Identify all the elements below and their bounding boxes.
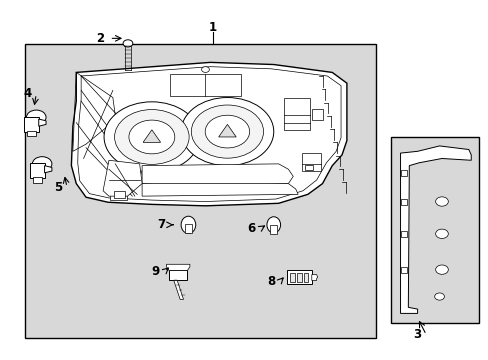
Circle shape	[181, 98, 273, 166]
Circle shape	[114, 109, 189, 165]
Polygon shape	[311, 275, 317, 280]
Bar	[287, 270, 311, 284]
Bar	[303, 273, 308, 282]
Text: 1: 1	[208, 21, 216, 34]
Polygon shape	[44, 166, 52, 173]
Polygon shape	[218, 125, 236, 137]
Polygon shape	[173, 280, 183, 300]
Bar	[305, 165, 312, 170]
Text: 3: 3	[413, 328, 421, 341]
Bar	[296, 273, 301, 282]
Polygon shape	[39, 119, 46, 126]
Bar	[27, 131, 36, 136]
Bar	[170, 74, 241, 96]
Polygon shape	[143, 130, 160, 142]
Circle shape	[123, 40, 133, 47]
Bar	[311, 109, 322, 120]
Bar	[400, 170, 407, 176]
Bar	[289, 273, 294, 282]
Bar	[390, 137, 478, 323]
Text: 9: 9	[151, 265, 160, 278]
Text: 8: 8	[266, 275, 275, 288]
Bar	[168, 270, 187, 280]
Bar	[400, 231, 407, 237]
Polygon shape	[71, 62, 346, 206]
Bar	[283, 98, 310, 130]
Bar	[184, 224, 192, 233]
Text: 6: 6	[247, 222, 255, 235]
Bar	[25, 44, 375, 338]
Polygon shape	[103, 160, 142, 196]
Polygon shape	[400, 146, 470, 314]
Text: 7: 7	[157, 218, 165, 231]
Polygon shape	[124, 42, 131, 46]
Bar	[400, 199, 407, 205]
Bar	[110, 189, 127, 200]
Text: 5: 5	[54, 181, 62, 194]
Ellipse shape	[181, 216, 195, 233]
Circle shape	[435, 229, 447, 238]
Bar	[33, 177, 41, 183]
Polygon shape	[142, 164, 293, 187]
Circle shape	[201, 67, 209, 72]
Circle shape	[435, 197, 447, 206]
Circle shape	[205, 115, 249, 148]
Bar	[114, 192, 124, 198]
Circle shape	[26, 110, 46, 125]
Text: 2: 2	[97, 32, 104, 45]
Bar	[24, 117, 39, 132]
Ellipse shape	[266, 217, 280, 233]
Circle shape	[104, 102, 199, 172]
Circle shape	[32, 157, 52, 171]
Polygon shape	[142, 184, 298, 196]
Text: 4: 4	[23, 87, 32, 100]
Circle shape	[434, 293, 444, 300]
Bar	[269, 225, 277, 234]
Bar	[400, 267, 407, 273]
Polygon shape	[166, 264, 189, 270]
Circle shape	[191, 105, 263, 158]
Bar	[30, 163, 44, 178]
Bar	[302, 153, 320, 171]
Circle shape	[435, 265, 447, 274]
Circle shape	[129, 120, 174, 154]
